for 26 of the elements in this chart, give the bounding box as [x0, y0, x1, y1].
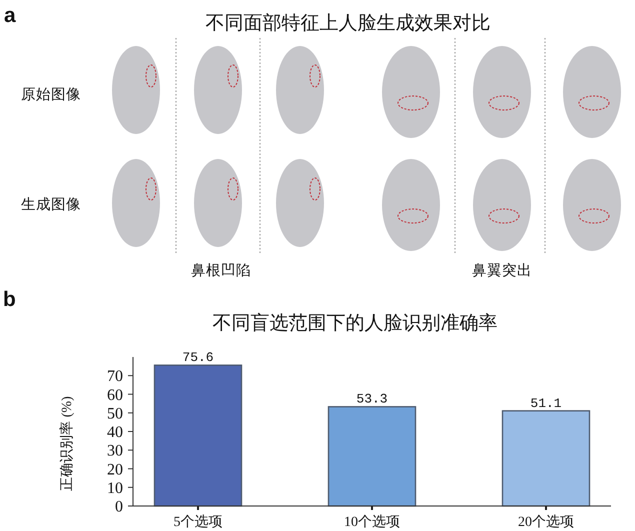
data-label: 53.3: [356, 392, 388, 407]
text: 不同面部特征上人脸生成效果对比: [206, 12, 490, 34]
y-tick-label: 40: [107, 424, 123, 441]
text: b: [3, 288, 16, 311]
y-tick-label: 30: [107, 442, 123, 460]
text: a: [4, 4, 16, 27]
y-tick-label: 60: [107, 386, 123, 404]
y-tick-label: 10: [107, 480, 123, 497]
text: 生成图像: [21, 196, 81, 213]
y-tick-label: 70: [107, 368, 123, 386]
text: 原始图像: [21, 86, 81, 103]
y-axis-title: 正确识别率 (%): [59, 396, 75, 491]
text: 鼻根凹陷: [191, 262, 251, 279]
y-tick-label: 20: [107, 461, 123, 478]
x-tick-label: 10个选项: [344, 514, 400, 530]
chart-title: 不同盲选范围下的人脸识别准确率: [212, 312, 498, 334]
bar: [328, 406, 416, 507]
y-tick-label: 50: [107, 405, 123, 422]
data-label: 51.1: [530, 396, 562, 411]
y-tick-label: 0: [115, 498, 123, 516]
bar: [154, 364, 242, 507]
x-tick-label: 20个选项: [518, 514, 574, 530]
text: 鼻翼突出: [472, 262, 532, 279]
bar: [502, 410, 590, 507]
x-tick-label: 5个选项: [174, 514, 222, 530]
data-label: 75.6: [182, 350, 214, 366]
